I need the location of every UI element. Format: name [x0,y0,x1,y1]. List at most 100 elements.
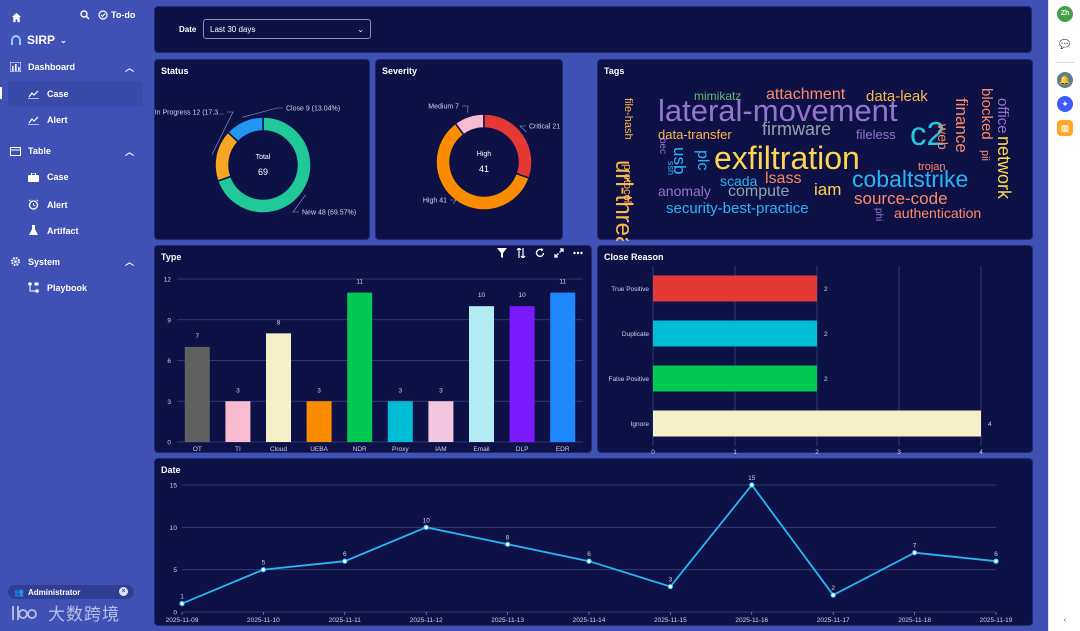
line-chart-icon [28,90,39,99]
x-tick-label: 3 [897,449,901,454]
status-donut-chart: New 48 (69.57%) In Progress 12 (17.3... Cl… [155,106,356,217]
y-tick-label: 6 [167,358,171,365]
sidebar-item-system-playbook[interactable]: Playbook [28,282,87,293]
x-tick-label: UEBA [310,446,328,453]
leader-line [292,194,306,213]
x-tick-label: Cloud [270,446,287,453]
divider [1055,62,1075,63]
collapse-icon[interactable]: ‹ [1063,615,1067,624]
bar-value-label: 2 [824,331,828,338]
bar-chart-icon [10,62,21,72]
data-label: 10 [423,517,431,524]
x-tick-label: 4 [979,449,983,454]
severity-panel: Severity High 41 Medium 7 Critical 21 High 4… [375,59,563,240]
filter-bar: Date Last 30 days ⌄ [154,6,1032,53]
tag-word: network [994,136,1014,200]
user-chip[interactable]: 👥 Administrator × [8,585,134,599]
filter-icon[interactable] [497,248,507,261]
data-label: 8 [506,534,510,541]
status-panel: Status New 48 (69.57%) In Progress 12 (17… [154,59,370,240]
briefcase-icon [28,172,39,182]
tag-word: mimikatz [694,89,741,103]
apps-icon[interactable]: ▦ [1057,120,1073,136]
bar-value-label: 3 [317,387,321,394]
x-tick-label: EDR [556,446,570,453]
y-tick-label: 12 [164,277,172,284]
expand-icon[interactable] [554,248,564,261]
x-tick-label: 2025-11-14 [573,617,606,624]
donut-center-value: 41 [479,164,489,174]
tag-word: finance [952,98,971,153]
data-label: 2 [831,585,835,592]
tag-word: security-best-practice [666,200,809,217]
active-item-indicator [0,87,2,99]
slice-label: Close 9 (13.04%) [286,106,340,113]
leader-line [242,107,283,118]
refresh-icon[interactable] [535,248,545,261]
sidebar: To-do SIRP ⌄ Dashboard ︿ Case Alert Tabl… [0,0,152,631]
close-icon[interactable]: × [119,587,128,596]
tag-word: bec [657,138,668,154]
x-tick-label: 2025-11-15 [654,617,687,624]
x-tick-label: IAM [435,446,447,453]
todo-button[interactable]: To-do [98,10,135,20]
data-point [342,558,348,564]
gear-icon [10,256,21,267]
bell-icon[interactable]: 🔔 [1057,72,1073,88]
leader-line [450,199,457,204]
sidebar-item-label: Alert [47,115,68,125]
sidebar-section-table[interactable]: Table ︿ [10,146,134,157]
bar [347,292,373,442]
bar [653,320,817,347]
todo-label: To-do [111,10,136,20]
data-label: 6 [587,551,591,558]
x-tick-label: 2025-11-11 [329,617,362,624]
date-range-select[interactable]: Last 30 days ⌄ [203,19,371,39]
sparkle-icon[interactable]: ✦ [1057,96,1073,112]
sidebar-item-dashboard-case[interactable]: Case [28,89,69,99]
sidebar-section-label: Table [28,146,51,156]
donut-slice [483,113,533,180]
sidebar-item-label: Alert [47,199,68,210]
tag-word: usb [670,147,689,174]
check-circle-icon [98,10,108,20]
avatar[interactable]: Zh [1057,6,1073,22]
chat-icon[interactable]: 💬 [1059,39,1071,49]
bar [184,346,210,442]
bar-value-label: 3 [398,387,402,394]
x-tick-label: TI [235,446,241,453]
data-point [667,583,674,590]
chevron-up-icon: ︿ [124,147,134,157]
brand-switcher[interactable]: SIRP ⌄ [10,33,67,47]
sidebar-item-label: Playbook [47,282,88,293]
donut-center-label: Total [256,154,271,161]
sidebar-item-table-case[interactable]: Case [28,172,69,182]
search-icon[interactable] [80,10,90,23]
tag-word: iam [814,180,841,199]
sidebar-item-table-alert[interactable]: Alert [28,199,68,210]
sidebar-item-table-artifact[interactable]: Artifact [28,225,79,236]
date-range-value: Last 30 days [210,24,256,34]
donut-slice [216,116,312,214]
sidebar-section-system[interactable]: System ︿ [10,256,134,267]
tag-word: fileless [856,127,896,142]
sort-icon[interactable] [516,247,526,261]
x-tick-label: 0 [651,449,655,454]
tag-word: attachment [766,86,846,103]
slice-label: In Progress 12 (17.3... [155,110,224,117]
home-icon[interactable] [8,9,24,25]
users-icon: 👥 [14,587,24,597]
y-tick-label: 3 [167,399,171,406]
type-panel: Type 0 3 6 9 12 7 OT 3 TI 8 Cloud 3 UEBA 11 NDR 3 Proxy 3… [154,245,592,453]
tag-word: web [935,123,951,150]
data-point [423,524,429,531]
chevron-down-icon: ⌄ [357,25,364,34]
sidebar-item-dashboard-alert[interactable]: Alert [28,115,68,125]
tags-panel: Tags lateral-movement exfiltration url-thr… [597,59,1033,241]
x-tick-label: 2025-11-19 [980,617,1013,624]
donut-center-value: 69 [258,167,268,177]
date-line-chart: 0 5 10 15 2025-11-09 1 2025-11-10 5 2025-11-11 6 2… [166,475,1013,624]
more-options-icon[interactable] [573,248,583,261]
sidebar-section-dashboard[interactable]: Dashboard ︿ [10,62,134,73]
type-bar-chart: 0 3 6 9 12 7 OT 3 TI 8 Cloud 3 UEBA 11 NDR 3 Proxy 3 IAM 10… [164,277,583,453]
